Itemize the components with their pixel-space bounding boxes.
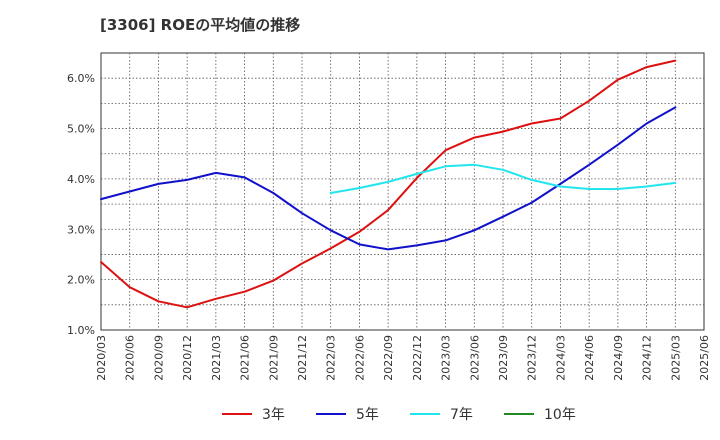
x-tick-label: 2025/06 [698, 335, 711, 381]
chart-title: [3306] ROEの平均値の推移 [100, 16, 301, 34]
legend-label: 5年 [356, 407, 379, 423]
x-tick-label: 2020/09 [152, 335, 165, 381]
y-tick-label: 1.0% [67, 324, 95, 337]
x-tick-label: 2022/06 [353, 335, 366, 381]
x-tick-label: 2024/12 [641, 335, 654, 381]
y-tick-label: 5.0% [67, 123, 95, 136]
x-tick-label: 2021/12 [296, 335, 309, 381]
legend-item: 5年 [316, 407, 379, 423]
x-tick-label: 2024/03 [554, 335, 567, 381]
legend-item: 7年 [410, 407, 473, 423]
x-tick-label: 2020/06 [124, 335, 137, 381]
legend-label: 7年 [450, 407, 473, 423]
legend-label: 10年 [544, 407, 576, 423]
x-tick-label: 2023/06 [468, 335, 481, 381]
x-tick-label: 2020/12 [181, 335, 194, 381]
y-tick-label: 6.0% [67, 72, 95, 85]
legend-label: 3年 [262, 407, 285, 423]
x-tick-label: 2022/03 [325, 335, 338, 381]
x-tick-label: 2022/12 [411, 335, 424, 381]
x-tick-label: 2022/09 [382, 335, 395, 381]
series-line [329, 163, 677, 194]
x-tick-label: 2025/03 [669, 335, 682, 381]
series-line [100, 106, 677, 251]
plot-area [100, 52, 705, 331]
y-axis-ticks: 1.0% 2.0% 3.0% 4.0% 5.0% 6.0% [67, 72, 95, 337]
y-tick-label: 3.0% [67, 223, 95, 236]
legend-item: 10年 [504, 407, 576, 423]
x-tick-label: 2023/03 [440, 335, 453, 381]
y-tick-label: 4.0% [67, 173, 95, 186]
x-tick-label: 2024/06 [583, 335, 596, 381]
x-tick-label: 2023/09 [497, 335, 510, 381]
series-line [100, 59, 677, 309]
series-lines [100, 59, 677, 309]
x-tick-label: 2024/09 [612, 335, 625, 381]
legend-item: 3年 [222, 407, 285, 423]
x-tick-label: 2021/03 [210, 335, 223, 381]
x-tick-label: 2020/03 [95, 335, 108, 381]
x-axis-ticks: 2020/03 2020/06 2020/09 2020/12 2021/03 2021/… [95, 335, 711, 381]
y-tick-label: 2.0% [67, 274, 95, 287]
x-tick-label: 2021/06 [239, 335, 252, 381]
x-tick-label: 2021/09 [267, 335, 280, 381]
x-tick-label: 2023/12 [526, 335, 539, 381]
legend: 3年 5年 7年 10年 [222, 407, 576, 423]
